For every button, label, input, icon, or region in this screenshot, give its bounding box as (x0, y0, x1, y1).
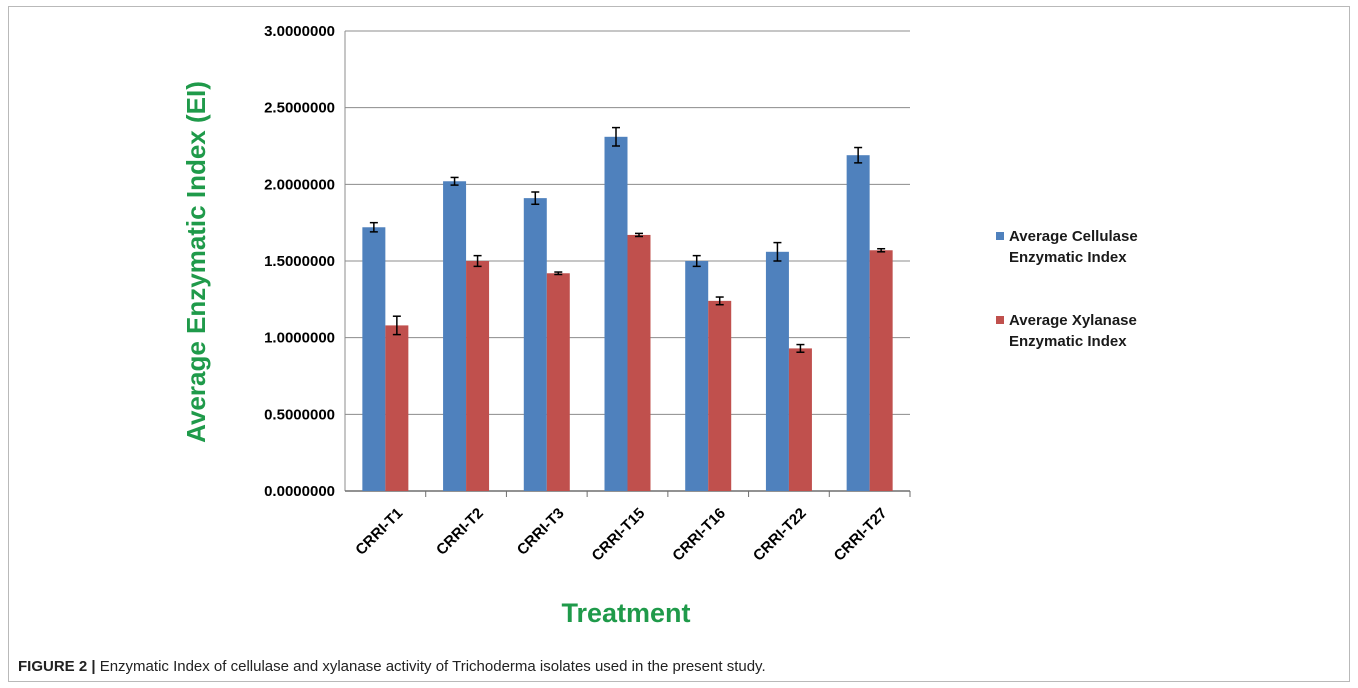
figure-caption: FIGURE 2 | Enzymatic Index of cellulase … (18, 658, 766, 675)
y-tick-label: 1.5000000 (264, 253, 335, 270)
bar-xylanase (385, 325, 409, 491)
x-category-label: CRRI-T15 (589, 505, 649, 565)
x-category-label: CRRI-T22 (750, 505, 810, 565)
legend-swatch (996, 232, 1004, 240)
bar-xylanase (788, 348, 812, 491)
bar-chart: 0.0000000 0.5000000 1.0000000 1.5000000 2.00… (181, 23, 1138, 628)
legend-label: Enzymatic Index (1009, 333, 1127, 350)
y-tick-label: 0.5000000 (264, 406, 335, 423)
bar-cellulase (362, 227, 386, 491)
legend-swatch (996, 316, 1004, 324)
figure-frame (8, 6, 1350, 682)
bar-cellulase (523, 198, 547, 491)
bar-xylanase (708, 300, 732, 491)
bar-xylanase (466, 261, 490, 491)
legend-label: Enzymatic Index (1009, 249, 1127, 266)
y-tick-label: 3.0000000 (264, 23, 335, 40)
y-tick-label: 2.5000000 (264, 100, 335, 117)
y-tick-label: 1.0000000 (264, 330, 335, 347)
bar-xylanase (546, 273, 570, 491)
x-category-label: CRRI-T27 (831, 505, 891, 565)
bar-cellulase (443, 181, 467, 491)
legend-label: Average Cellulase (1009, 228, 1138, 245)
x-category-label: CRRI-T1 (352, 505, 406, 559)
bar-xylanase (869, 250, 893, 491)
bars (362, 126, 893, 492)
x-category-label: CRRI-T3 (514, 505, 568, 559)
bar-cellulase (685, 261, 709, 491)
x-category-label: CRRI-T2 (433, 505, 487, 559)
y-tick-label: 2.0000000 (264, 176, 335, 193)
caption-label: FIGURE 2 | (18, 658, 96, 675)
y-tick-label: 0.0000000 (264, 483, 335, 500)
legend: Average Cellulase Enzymatic Index Average … (996, 228, 1138, 350)
bar-xylanase (627, 234, 651, 491)
bar-cellulase (604, 136, 628, 492)
bar-cellulase (765, 251, 789, 491)
caption-text: Enzymatic Index of cellulase and xylanas… (95, 658, 766, 675)
x-category-labels: CRRI-T1 CRRI-T2 CRRI-T3 CRRI-T15 CRRI-T16 CRR… (352, 505, 890, 565)
y-tick-labels: 0.0000000 0.5000000 1.0000000 1.5000000 2.00… (264, 23, 335, 500)
x-axis-title: Treatment (561, 598, 690, 628)
y-axis-title: Average Enzymatic Index (EI) (181, 81, 211, 443)
x-category-label: CRRI-T16 (669, 505, 729, 565)
bar-cellulase (846, 155, 870, 491)
legend-label: Average Xylanase (1009, 312, 1137, 329)
